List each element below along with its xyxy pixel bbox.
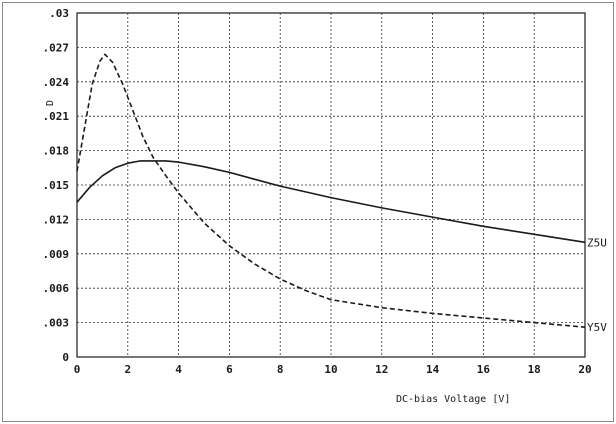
x-tick-label: 2 [124,363,131,376]
x-tick-label: 12 [375,363,388,376]
y-tick-label: .003 [43,317,70,330]
y-tick-label: .018 [43,145,70,158]
x-tick-label: 18 [528,363,541,376]
series-lines [76,53,586,328]
y-tick-label: .009 [43,248,70,261]
x-tick-label: 0 [74,363,81,376]
plot-area-border [76,12,586,358]
x-axis-ticks: 0 2 4 6 8 10 12 14 16 18 20 [74,363,592,376]
series-label-z5u: Z5U [587,236,607,249]
series-line-y5v [76,53,586,328]
series-line-z5u [76,160,586,244]
x-axis-label: DC-bias Voltage [V] [396,394,510,405]
y-tick-label: .027 [43,41,70,54]
y-tick-label: .006 [43,282,70,295]
chart: 0 .003 .006 .009 .012 .015 .018 .021 .024 .027 .03… [43,7,608,405]
y-tick-label: .012 [43,213,70,226]
x-tick-label: 6 [226,363,233,376]
y-tick-label: .021 [43,110,70,123]
y-axis-ticks: 0 .003 .006 .009 .012 .015 .018 .021 .024 .027 .03 [43,7,70,364]
y-tick-label: 0 [62,351,69,364]
x-tick-label: 4 [175,363,182,376]
y-tick-label: .03 [49,7,69,20]
grid [77,13,585,357]
y-axis-label: D [45,100,56,106]
x-tick-label: 20 [578,363,591,376]
x-tick-label: 10 [324,363,337,376]
x-tick-label: 14 [426,363,440,376]
y-tick-label: .015 [43,179,70,192]
x-tick-label: 8 [277,363,284,376]
series-labels: Z5U Y5V [587,236,607,334]
x-tick-label: 16 [477,363,491,376]
series-label-y5v: Y5V [587,321,607,334]
y-tick-label: .024 [43,76,70,89]
